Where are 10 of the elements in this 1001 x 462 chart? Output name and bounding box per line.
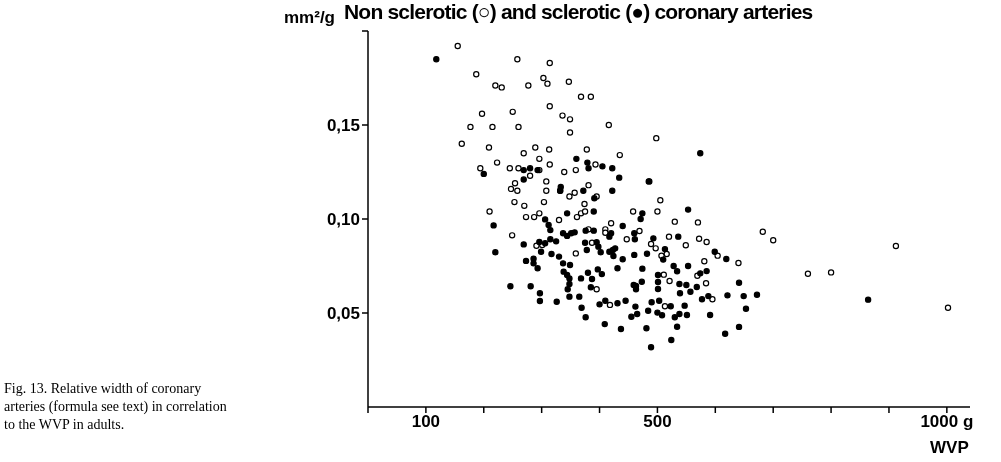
y-axis-title: mm²/g <box>284 8 335 28</box>
y-tick-label: 0,10 <box>326 210 360 230</box>
caption: Fig. 13. Relative width of coronary arteries (formula see text) in correlation to the WVP in adults. <box>4 380 228 434</box>
y-tick-label: 0,15 <box>326 116 360 136</box>
x-axis-title: WVP <box>930 438 969 458</box>
x-tick-label: 500 <box>643 412 672 432</box>
chart-title: Non sclerotic (○) and sclerotic (●) coronary arteries <box>344 0 814 24</box>
x-tick-label: 100 <box>411 412 441 432</box>
x-tick-label: 1000 g <box>920 412 974 432</box>
y-tick-label: 0,05 <box>326 304 360 324</box>
